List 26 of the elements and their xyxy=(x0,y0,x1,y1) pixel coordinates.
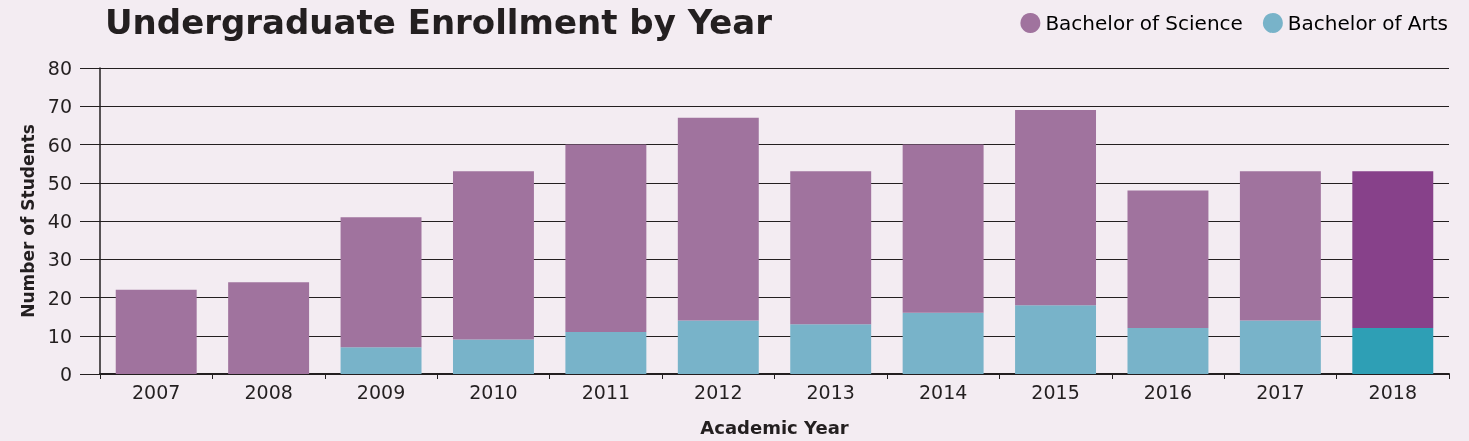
x-tick-label: 2011 xyxy=(581,380,631,403)
y-tick-label: 40 xyxy=(47,210,72,232)
x-tick-label: 2008 xyxy=(244,380,293,403)
chart-title: Undergraduate Enrollment by Year xyxy=(105,2,773,42)
x-tick-label: 2009 xyxy=(356,380,406,403)
x-tick-label: 2010 xyxy=(469,380,518,403)
y-axis-title: Number of Students xyxy=(18,124,39,318)
y-tick-label: 60 xyxy=(47,133,72,156)
x-tick-label: 2017 xyxy=(1256,380,1305,403)
y-tick-label: 70 xyxy=(47,95,72,118)
legend-label: Bachelor of Arts xyxy=(1287,11,1449,35)
legend-label: Bachelor of Science xyxy=(1045,11,1243,35)
x-tick-label: 2016 xyxy=(1143,380,1193,403)
x-tick-label: 2014 xyxy=(918,380,968,403)
x-axis-title: Academic Year xyxy=(700,416,849,438)
y-tick-label: 10 xyxy=(47,324,72,347)
y-tick-label: 0 xyxy=(59,363,72,385)
y-tick-label: 20 xyxy=(47,286,72,309)
y-tick-label: 80 xyxy=(47,57,72,79)
y-tick-label: 50 xyxy=(47,171,72,194)
x-tick-label: 2007 xyxy=(132,380,181,403)
x-tick-label: 2012 xyxy=(694,380,743,403)
x-tick-label: 2015 xyxy=(1031,380,1080,403)
y-tick-label: 30 xyxy=(47,248,72,271)
x-tick-label: 2013 xyxy=(806,380,855,403)
x-tick-label: 2018 xyxy=(1368,380,1417,403)
